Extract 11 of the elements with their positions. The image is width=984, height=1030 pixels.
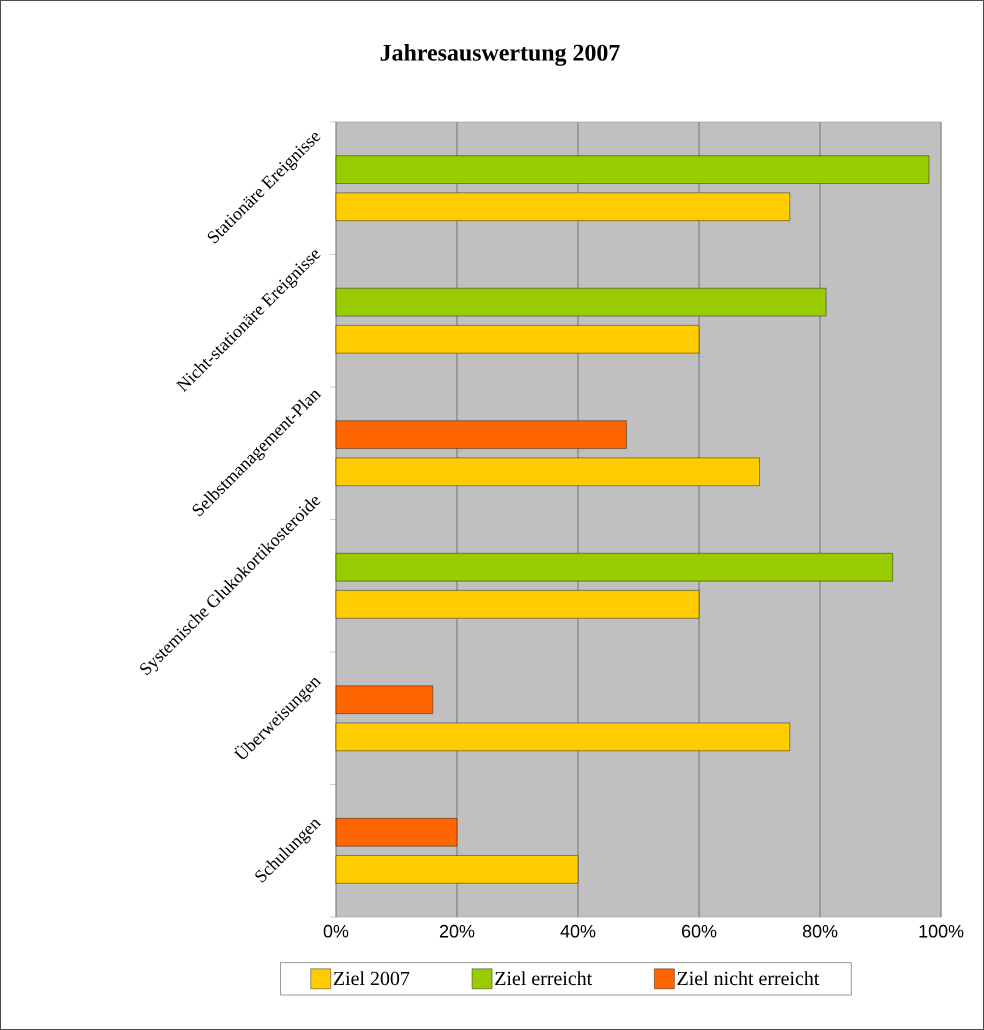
x-tick-label: 60% [682,924,717,938]
legend-label: Ziel 2007 [333,971,410,986]
x-tick-label: 0% [323,924,349,938]
x-tick-label: 100% [919,924,964,938]
x-tick-label: 40% [560,924,596,938]
legend-label: Ziel erreicht [495,971,593,986]
chart-title: Jahresauswertung 2007 [380,43,620,66]
bar [335,685,433,714]
x-tick-label: 20% [439,924,475,938]
x-tick-label: 80% [802,924,838,938]
legend-label: Ziel nicht erreicht [677,971,820,986]
